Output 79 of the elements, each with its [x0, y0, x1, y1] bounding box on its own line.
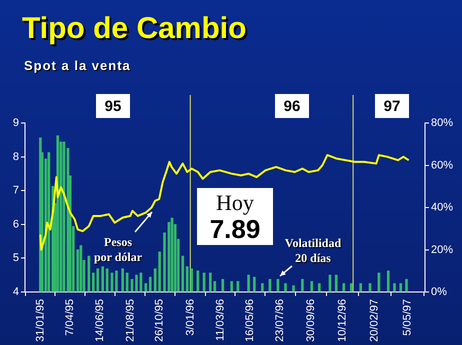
bar: [292, 285, 295, 292]
bar: [154, 268, 156, 292]
bar: [80, 245, 82, 292]
bar: [350, 283, 353, 292]
y2-tick-label: 60%: [431, 159, 454, 172]
bar: [247, 274, 250, 292]
text: 95: [104, 98, 122, 116]
bar: [236, 281, 240, 292]
x-tick-label: 20/02/97: [368, 299, 381, 342]
bar: [261, 283, 264, 292]
y-tick-label: 5: [12, 252, 19, 264]
x-tick-label: 10/12/96: [336, 299, 348, 342]
bar: [334, 274, 338, 292]
bar: [121, 268, 124, 292]
bar: [284, 283, 287, 292]
x-tick-label: 30/09/96: [304, 299, 317, 342]
annotation: Hoy 7.89: [197, 190, 273, 244]
bar: [48, 152, 50, 292]
annotation: Pesos por dólar: [92, 235, 144, 265]
bar: [202, 272, 206, 292]
bar: [62, 142, 66, 292]
bar: [368, 283, 372, 292]
bar: [92, 272, 95, 292]
bar: [378, 272, 380, 292]
bar: [148, 276, 152, 292]
text: 96: [284, 98, 300, 116]
bar: [386, 270, 390, 292]
bar: [126, 272, 128, 292]
bar: [213, 281, 216, 292]
chart-title: Tipo de Cambio: [22, 12, 246, 46]
y2-tick-label: 20%: [431, 244, 454, 256]
bar: [359, 283, 362, 292]
y-tick-label: 8: [12, 150, 19, 163]
x-tick-label: 11/03/96: [214, 299, 227, 342]
y-tick-label: 6: [12, 218, 19, 230]
x-tick-label: 31/01/95: [34, 299, 46, 342]
bar: [186, 266, 189, 292]
y-tick-label: 9: [12, 117, 19, 130]
bar: [96, 268, 100, 292]
bar: [301, 278, 304, 292]
bar: [310, 281, 314, 292]
bar: [76, 249, 80, 292]
y-tick-label: 7: [12, 184, 19, 197]
y2-tick-label: 0%: [431, 286, 448, 298]
y-tick-label: 4: [12, 286, 19, 298]
bar: [208, 272, 212, 292]
x-tick-label: 5/05/97: [401, 299, 414, 336]
text: 97: [384, 98, 400, 116]
bar: [196, 270, 200, 292]
bar: [318, 283, 321, 292]
x-tick-label: 7/04/95: [64, 299, 76, 336]
x-tick-label: 23/07/96: [274, 299, 286, 342]
x-tick-label: 14/06/95: [94, 299, 106, 342]
bar: [144, 283, 148, 292]
bar: [170, 218, 174, 292]
x-tick-label: 3/01/96: [184, 299, 196, 336]
x-tick-label: 21/08/95: [124, 299, 136, 342]
bar: [399, 283, 402, 292]
bar: [190, 268, 193, 292]
bar: [342, 283, 346, 292]
bar: [88, 256, 90, 292]
bar: [405, 278, 408, 292]
y2-tick-label: 80%: [431, 117, 454, 130]
bar: [181, 256, 184, 292]
chart-subtitle: Spot a la venta: [24, 58, 131, 73]
bar: [230, 281, 234, 292]
bar: [101, 266, 104, 292]
x-tick-label: 16/05/96: [244, 299, 256, 342]
bar: [221, 278, 224, 292]
bar: [328, 274, 332, 292]
bar: [276, 278, 280, 292]
bar: [268, 278, 272, 292]
bar: [158, 252, 161, 292]
x-tick-label: 26/10/95: [154, 299, 166, 342]
bar: [253, 276, 256, 292]
y2-tick-label: 40%: [431, 202, 454, 214]
bar: [106, 268, 108, 292]
bar: [393, 283, 396, 292]
annotation: Volatilidad 20 días: [284, 236, 342, 266]
